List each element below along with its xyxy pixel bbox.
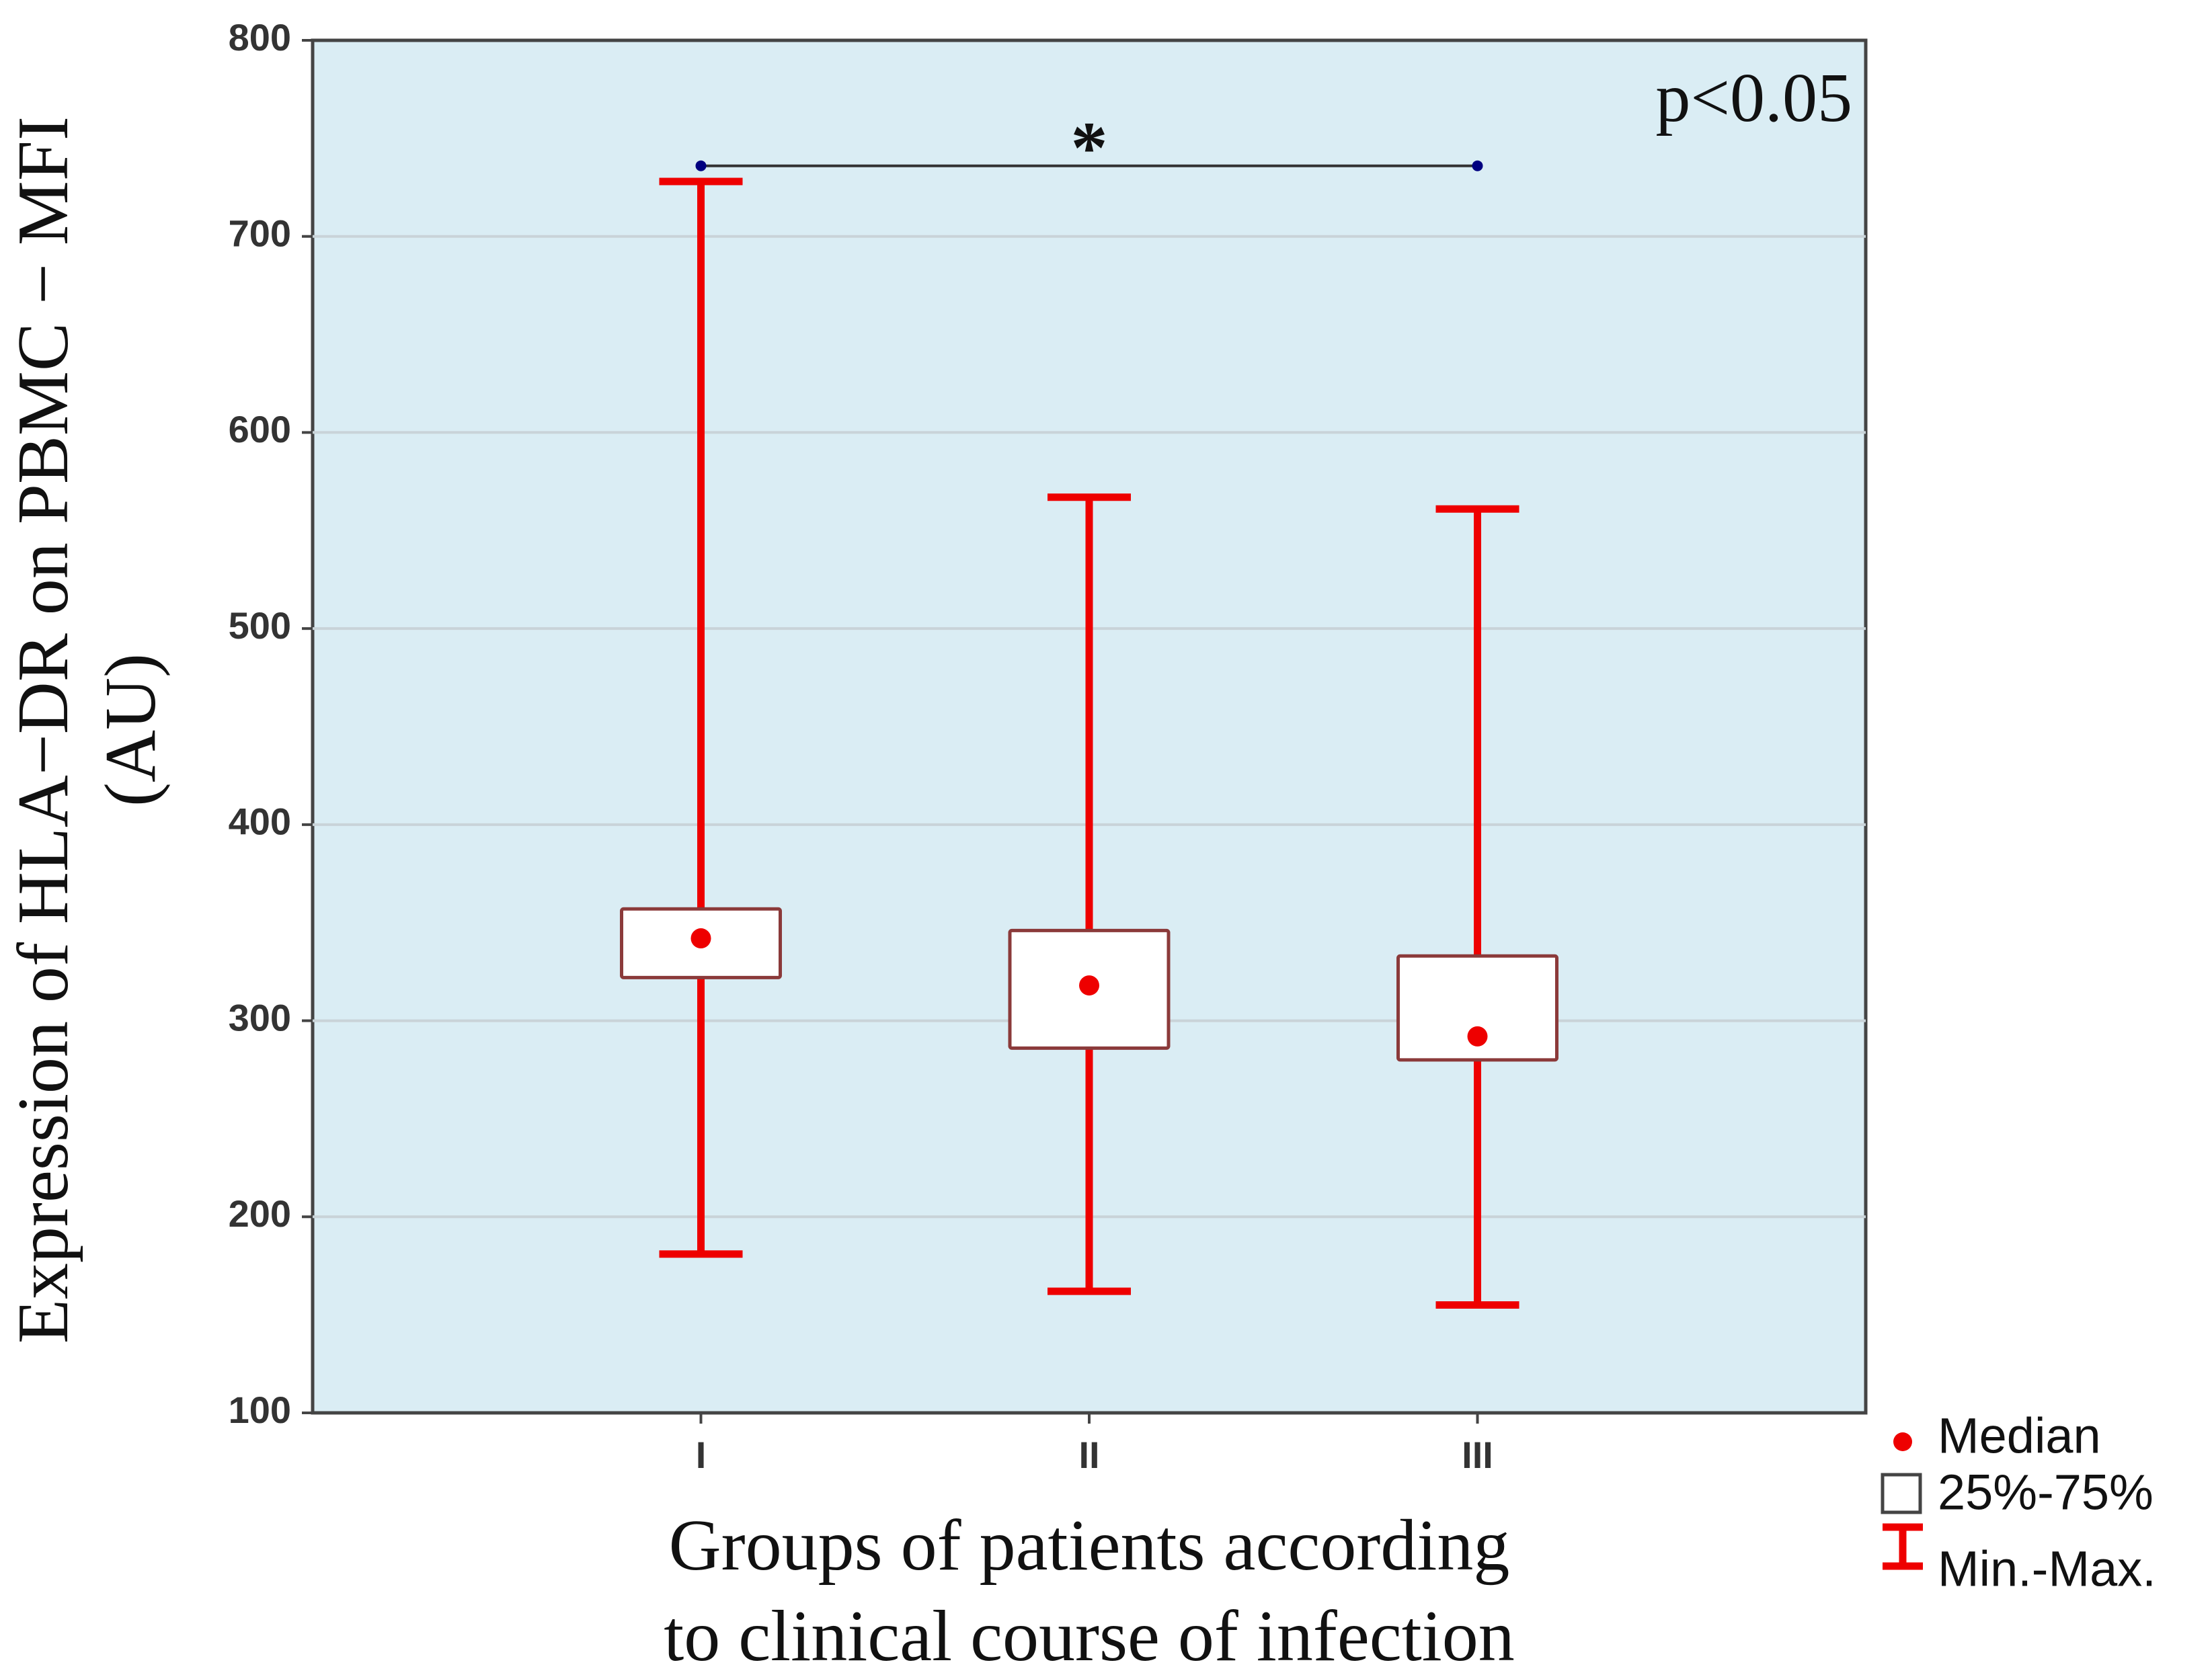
box-group-II xyxy=(1008,493,1171,1295)
x-tick-label-III: III xyxy=(1462,1434,1493,1476)
y-tick-label-600: 600 xyxy=(229,408,291,450)
significance-endpoint-left xyxy=(695,160,707,171)
y-tick-label-400: 400 xyxy=(229,801,291,843)
significance-endpoint-right xyxy=(1472,160,1483,171)
y-axis: 100 200 300 400 500 600 700 800 xyxy=(229,16,313,1431)
y-tick-label-700: 700 xyxy=(229,212,291,255)
x-tick-label-II: II xyxy=(1078,1434,1099,1476)
significance-bracket: * xyxy=(695,107,1483,189)
p-value-annotation: p<0.05 xyxy=(1655,59,1852,136)
y-tick-label-100: 100 xyxy=(229,1389,291,1431)
y-tick-label-800: 800 xyxy=(229,16,291,58)
x-tick-label-I: I xyxy=(696,1434,707,1476)
x-axis-title-line-1: Groups of patients according xyxy=(669,1506,1510,1586)
y-tick-label-200: 200 xyxy=(229,1192,291,1235)
legend-median-label: Median xyxy=(1938,1408,2101,1464)
x-axis: I II III xyxy=(696,1413,1493,1476)
legend-whisker-marker xyxy=(1883,1523,1923,1570)
box-group-I xyxy=(620,177,782,1258)
legend-box-marker xyxy=(1881,1473,1922,1514)
x-axis-title-line-2: to clinical course of infection xyxy=(664,1596,1515,1675)
gridlines xyxy=(313,235,1866,1219)
legend-box-label: 25%-75% xyxy=(1938,1465,2154,1520)
legend: Median 25%-75% Min.-Max. xyxy=(1881,1408,2156,1597)
y-axis-title-line-2: (AU) xyxy=(91,653,171,807)
median-point-III xyxy=(1467,1026,1488,1047)
significance-star: * xyxy=(1071,107,1108,189)
y-axis-title: Expression of HLA−DR on PBMC − MFI (AU) xyxy=(3,116,171,1344)
box-group-III xyxy=(1396,505,1558,1309)
median-point-II xyxy=(1079,975,1099,996)
iqr-box-III xyxy=(1396,954,1558,1062)
y-axis-title-line-1: Expression of HLA−DR on PBMC − MFI xyxy=(3,116,83,1344)
median-point-I xyxy=(690,928,711,949)
legend-whisker-label: Min.-Max. xyxy=(1938,1541,2156,1597)
legend-median-marker xyxy=(1893,1432,1912,1451)
y-tick-label-300: 300 xyxy=(229,996,291,1038)
y-tick-label-500: 500 xyxy=(229,604,291,647)
box-series xyxy=(620,177,1558,1309)
